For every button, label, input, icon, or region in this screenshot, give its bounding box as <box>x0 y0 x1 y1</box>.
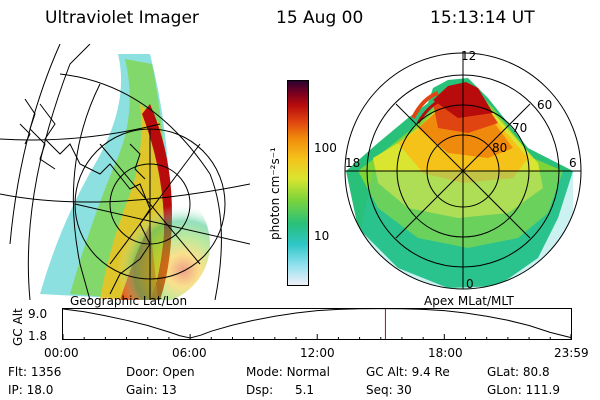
info-ip: IP: 18.0 <box>8 383 54 397</box>
info-mode: Mode: Normal <box>246 365 330 379</box>
mlt-label-0: 0 <box>466 277 474 291</box>
colorbar-unit-label: photon cm⁻²s⁻¹ <box>268 147 282 240</box>
page-title: Ultraviolet Imager <box>45 8 199 28</box>
alt-axis-label: GC Alt <box>11 308 25 346</box>
mlt-label-12: 12 <box>461 49 476 63</box>
ytick-label: 1.8 <box>28 329 48 343</box>
mlt-label-18: 18 <box>345 156 360 170</box>
plot-frame <box>62 308 572 340</box>
colorbar-tick-100: 100 <box>314 141 337 155</box>
lat-label-80: 80 <box>492 141 507 155</box>
info-glat: GLat: 80.8 <box>487 365 550 379</box>
apex-caption: Apex MLat/MLT <box>424 294 514 308</box>
lat-label-60: 60 <box>537 98 552 112</box>
altitude-series-line <box>62 308 572 339</box>
time-label: 15:13:14 UT <box>430 8 535 28</box>
info-door: Door: Open <box>126 365 195 379</box>
ytick-label: 9.0 <box>28 307 48 321</box>
info-flt: Flt: 1356 <box>8 365 62 379</box>
geographic-caption: Geographic Lat/Lon <box>70 294 188 308</box>
mlt-label-6: 6 <box>569 156 577 170</box>
altitude-plot <box>62 308 572 340</box>
info-gc-alt: GC Alt: 9.4 Re <box>366 365 450 379</box>
info-gain: Gain: 13 <box>126 383 177 397</box>
date-label: 15 Aug 00 <box>276 8 364 28</box>
colorbar-tick-10: 10 <box>314 229 330 243</box>
info-seq: Seq: 30 <box>366 383 412 397</box>
xtick-label: 00:00 <box>44 346 79 360</box>
polar-plot: 12 18 6 0 60 70 80 <box>344 49 582 291</box>
geographic-image <box>0 44 250 300</box>
color-scale-bar <box>287 80 309 286</box>
lat-label-70: 70 <box>512 121 527 135</box>
xtick-label: 12:00 <box>300 346 335 360</box>
xtick-label: 06:00 <box>172 346 207 360</box>
info-glon: GLon: 111.9 <box>487 383 560 397</box>
info-dsp: Dsp: 5.1 <box>246 383 315 397</box>
xtick-label: 23:59 <box>554 346 589 360</box>
xtick-label: 18:00 <box>428 346 463 360</box>
